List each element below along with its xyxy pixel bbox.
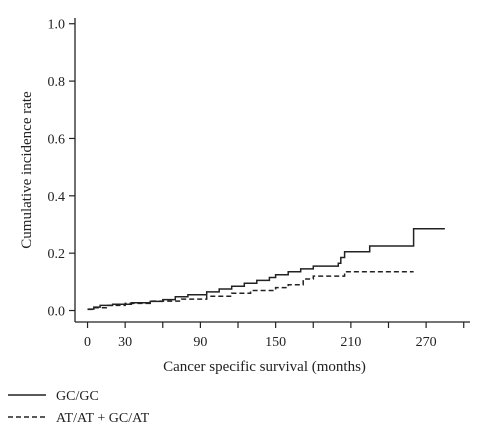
legend: GC/GC AT/AT + GC/AT: [8, 389, 150, 426]
x-tick-label: 270: [416, 335, 437, 350]
legend-label: AT/AT + GC/AT: [56, 411, 150, 426]
series-line-gc-gc: [87, 228, 445, 310]
y-axis-ticks: 0.0 0.2 0.4 0.6 0.8 1.0: [48, 18, 75, 320]
x-tick-label: 90: [193, 335, 207, 350]
x-tick-label: 30: [118, 335, 132, 350]
x-tick-label: 150: [265, 335, 286, 350]
y-tick-label: 1.0: [48, 18, 66, 33]
y-tick-label: 0.2: [48, 247, 66, 262]
series-line-at-at-gc-at: [87, 271, 414, 311]
x-tick-label: 0: [84, 335, 91, 350]
y-tick-label: 0.8: [48, 75, 66, 90]
y-axis-title: Cumulative incidence rate: [19, 91, 35, 249]
x-axis-ticks: 0 30 90 150 210 270: [84, 322, 465, 350]
y-tick-label: 0.6: [48, 132, 66, 147]
y-tick-label: 0.4: [48, 190, 66, 205]
legend-label: GC/GC: [56, 389, 99, 404]
series-layer: [87, 228, 445, 311]
y-tick-label: 0.0: [48, 305, 66, 320]
x-axis-title: Cancer specific survival (months): [163, 359, 366, 375]
x-tick-label: 210: [340, 335, 361, 350]
